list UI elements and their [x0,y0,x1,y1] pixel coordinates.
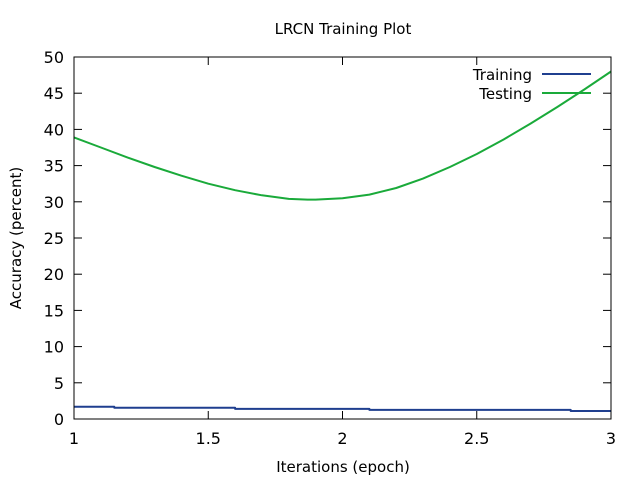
y-tick-label: 20 [44,265,64,284]
y-tick-label: 5 [54,374,64,393]
chart-title: LRCN Training Plot [275,20,412,38]
y-tick-label: 35 [44,157,64,176]
y-tick-label: 25 [44,229,64,248]
y-tick-label: 50 [44,48,64,67]
y-tick-label: 15 [44,301,64,320]
y-tick-label: 30 [44,193,64,212]
x-tick-label: 1.5 [196,429,221,448]
x-tick-label: 2 [337,429,347,448]
x-tick-label: 3 [606,429,616,448]
y-axis-label: Accuracy (percent) [7,167,25,309]
x-axis-ticks: 1 1.5 2 2.5 3 [69,57,616,448]
y-tick-label: 0 [54,410,64,429]
y-axis-ticks: 0 5 10 15 20 25 30 35 40 45 50 [44,48,611,429]
series-line-testing [73,70,612,201]
series-line-training [74,405,611,412]
plot-frame [73,56,612,420]
y-tick-label: 40 [44,120,64,139]
y-tick-label: 10 [44,338,64,357]
series-layer [73,70,612,412]
legend-label-training: Training [472,66,532,84]
x-tick-label: 1 [69,429,79,448]
x-tick-label: 2.5 [464,429,489,448]
y-tick-label: 45 [44,84,64,103]
x-axis-label: Iterations (epoch) [276,458,410,476]
legend-label-testing: Testing [478,85,532,103]
